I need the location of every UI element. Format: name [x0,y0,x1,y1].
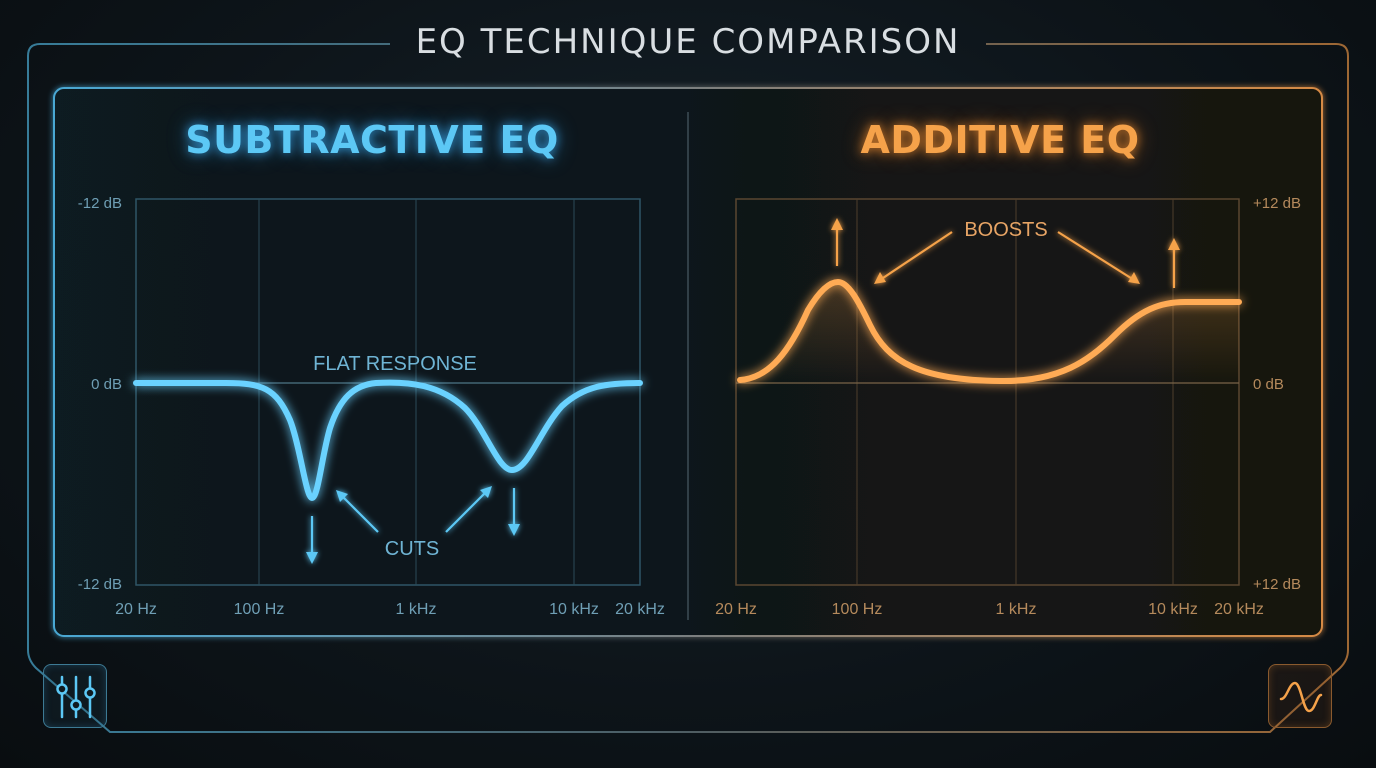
cuts-label: CUTS [385,538,439,560]
additive-eq-title: ADDITIVE EQ [860,118,1140,162]
mixer-button[interactable] [43,664,107,728]
cut-down-arrow-head [306,552,318,564]
y-label-bottom: +12 dB [1253,576,1301,593]
x-tick-label: 20 kHz [615,601,665,618]
sine-wave-icon [1279,681,1323,713]
x-tick-label: 10 kHz [1148,601,1198,618]
y-label-top: +12 dB [1253,195,1301,212]
additive-curve [737,278,1242,385]
cuts-pointer [445,491,487,533]
x-tick-label: 1 kHz [996,601,1037,618]
boosts-pointer-head [874,272,886,284]
boosts-pointer [1057,231,1135,281]
boost-up-arrow-head [831,218,843,230]
cuts-pointer-head [336,490,348,502]
cut-down-arrow-head [508,524,520,536]
subtractive-eq-title: SUBTRACTIVE EQ [185,118,559,162]
boost-up-arrow-head [1168,238,1180,250]
y-label-top: -12 dB [78,195,122,212]
y-label-bottom: -12 dB [78,576,122,593]
boosts-label: BOOSTS [964,219,1047,241]
cuts-pointer [341,495,379,533]
cuts-pointer-head [480,486,492,498]
boosts-pointer [879,231,953,281]
flat-response-label: FLAT RESPONSE [313,353,477,375]
x-tick-label: 20 Hz [115,601,157,618]
outer-frame [27,43,1349,733]
boosts-pointer-head [1128,272,1140,284]
subtractive-curve [133,379,643,502]
x-tick-label: 100 Hz [832,601,883,618]
y-label-mid: 0 dB [1253,376,1284,393]
mixer-sliders-icon [56,675,96,719]
additive-chart: +12 dB 0 dB +12 dB 20 Hz 100 Hz 1 kHz 10… [715,195,1301,618]
y-label-mid: 0 dB [91,376,122,393]
x-tick-label: 20 kHz [1214,601,1264,618]
boost-area [740,282,1239,383]
wave-button[interactable] [1268,664,1332,728]
x-tick-label: 100 Hz [234,601,285,618]
subtractive-chart: -12 dB 0 dB -12 dB 20 Hz 100 Hz 1 kHz 10… [78,195,665,618]
page-title: EQ TECHNIQUE COMPARISON [415,22,961,62]
x-tick-label: 1 kHz [396,601,437,618]
x-tick-label: 20 Hz [715,601,757,618]
x-tick-label: 10 kHz [549,601,599,618]
